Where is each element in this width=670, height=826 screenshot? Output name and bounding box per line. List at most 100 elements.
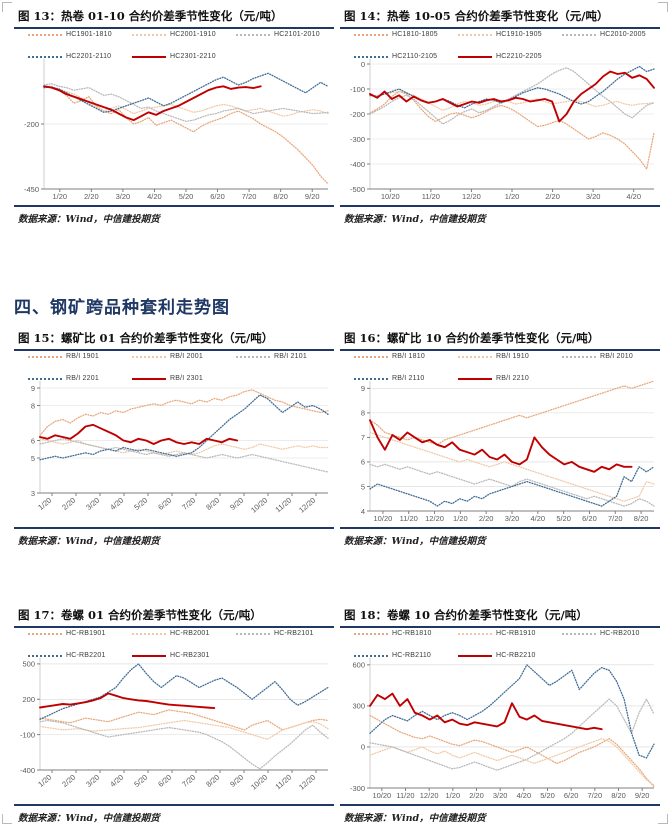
svg-text:3/20: 3/20 [493, 791, 508, 800]
svg-text:7/20: 7/20 [608, 514, 623, 523]
legend-item[interactable]: HC-RB2301 [132, 652, 210, 659]
svg-text:8/20: 8/20 [611, 791, 626, 800]
svg-text:-300: -300 [350, 784, 365, 793]
legend-label: HC1810-1805 [392, 31, 438, 38]
figure-13-chart: HC1901-1810 HC2001-1910 HC2101-2010 HC2201-… [14, 29, 334, 205]
legend-swatch [28, 33, 62, 36]
legend-row: RB/I 1901 RB/I 2001 RB/I 2101 [14, 353, 334, 364]
legend-label: HC-RB2001 [170, 630, 210, 637]
legend-item[interactable]: HC2010-2005 [562, 31, 646, 38]
legend-label: HC-RB2010 [600, 630, 640, 637]
svg-text:7: 7 [361, 433, 365, 442]
legend-label: HC2101-2010 [274, 31, 320, 38]
legend-row: HC2201-2110 HC2301-2210 [14, 42, 334, 60]
legend-item[interactable]: RB/I 2110 [354, 375, 424, 382]
legend-swatch [458, 355, 492, 358]
series-line [369, 463, 655, 507]
svg-text:3/20: 3/20 [84, 496, 101, 512]
legend-item[interactable]: RB/I 2101 [236, 353, 307, 360]
legend-item[interactable]: HC-RB1901 [28, 630, 106, 637]
svg-text:3: 3 [31, 489, 35, 498]
chart-legend: RB/I 1901 RB/I 2001 RB/I 2101 RB/I 2201 RB/I… [14, 353, 334, 382]
legend-item[interactable]: HC2101-2010 [236, 31, 320, 38]
legend-row: HC1901-1810 HC2001-1910 HC2101-2010 [14, 31, 334, 42]
legend-item[interactable]: HC2001-1910 [132, 31, 216, 38]
legend-item[interactable]: RB/I 2010 [562, 353, 633, 360]
legend-swatch [236, 355, 270, 358]
series-line [39, 692, 216, 710]
legend-row: HC1810-1805 HC1910-1905 HC2010-2005 [340, 31, 660, 42]
legend-label: HC2001-1910 [170, 31, 216, 38]
legend-swatch [132, 33, 166, 36]
svg-text:-200: -200 [350, 110, 365, 119]
figure-15-top-rule [14, 349, 334, 351]
legend-label: HC2010-2005 [600, 31, 646, 38]
legend-item[interactable]: RB/I 2210 [458, 375, 529, 382]
figure-18-chart: HC-RB1810 HC-RB1910 HC-RB2010 HC-RB2110 HC-R… [340, 628, 660, 804]
legend-item[interactable]: HC-RB2110 [354, 652, 431, 659]
legend-row: HC-RB2110 HC-RB2210 [340, 641, 660, 659]
legend-item[interactable]: HC-RB2101 [236, 630, 314, 637]
legend-item[interactable]: RB/I 2301 [132, 375, 203, 382]
svg-text:9/20: 9/20 [228, 773, 245, 789]
legend-item[interactable]: HC-RB1810 [354, 630, 432, 637]
svg-text:12/20: 12/20 [297, 773, 317, 792]
chart-legend: HC1901-1810 HC2001-1910 HC2101-2010 HC2201-… [14, 31, 334, 60]
svg-text:8/20: 8/20 [204, 773, 221, 789]
legend-item[interactable]: HC2301-2210 [132, 53, 216, 60]
legend-item[interactable]: HC-RB2201 [28, 652, 106, 659]
legend-swatch [28, 654, 62, 657]
figure-17-title: 图 17：卷螺 01 合约价差季节性变化（元/吨） [18, 608, 262, 622]
series-line [39, 719, 329, 740]
legend-item[interactable]: HC-RB1910 [458, 630, 536, 637]
svg-text:3/20: 3/20 [586, 192, 601, 201]
legend-swatch [132, 55, 166, 58]
chart-plot-area: 9 8 7 6 5 4 10/20 11/20 12/20 1/20 2/20 3/20 4/20 5/2… [340, 377, 660, 527]
legend-swatch [132, 654, 166, 657]
figure-14: 图 14：热卷 10-05 合约价差季节性变化（元/吨） HC1810-1805… [340, 6, 660, 225]
legend-label: HC-RB2301 [170, 652, 210, 659]
svg-text:10/20: 10/20 [249, 773, 269, 792]
legend-item[interactable]: RB/I 2001 [132, 353, 203, 360]
figure-14-source: 数据来源：Wind，中信建投期货 [344, 214, 486, 225]
legend-item[interactable]: HC1901-1810 [28, 31, 112, 38]
legend-item[interactable]: HC2110-2105 [354, 53, 437, 60]
legend-row: RB/I 2110 RB/I 2210 [340, 364, 660, 382]
legend-label: HC-RB1810 [392, 630, 432, 637]
svg-text:-450: -450 [24, 185, 39, 194]
svg-text:11/20: 11/20 [400, 514, 418, 523]
legend-label: RB/I 1910 [496, 353, 529, 360]
legend-item[interactable]: HC-RB2210 [458, 652, 536, 659]
legend-swatch [132, 377, 166, 380]
legend-item[interactable]: HC-RB2001 [132, 630, 210, 637]
legend-item[interactable]: RB/I 1910 [458, 353, 529, 360]
series-line [39, 423, 239, 445]
svg-text:-200: -200 [24, 120, 39, 129]
svg-text:2/20: 2/20 [479, 514, 494, 523]
crop-mark-top-left [2, 2, 12, 12]
series-line [369, 664, 655, 759]
legend-label: RB/I 1810 [392, 353, 425, 360]
svg-text:6: 6 [361, 458, 365, 467]
legend-item[interactable]: HC1910-1905 [458, 31, 542, 38]
legend-label: HC-RB2201 [66, 652, 106, 659]
series-line [39, 663, 329, 720]
svg-text:11/20: 11/20 [274, 496, 294, 515]
svg-text:3/20: 3/20 [84, 773, 101, 789]
legend-item[interactable]: RB/I 1810 [354, 353, 425, 360]
chart-plot-area: -200 -450 1/20 2/20 3/20 4/20 5/20 6/20 7/20 8/20… [14, 55, 334, 205]
legend-swatch [562, 632, 596, 635]
legend-item[interactable]: HC-RB2010 [562, 630, 640, 637]
legend-label: RB/I 2301 [170, 375, 203, 382]
svg-text:12/20: 12/20 [297, 496, 317, 515]
legend-item[interactable]: HC2201-2110 [28, 53, 111, 60]
legend-item[interactable]: HC1810-1805 [354, 31, 438, 38]
legend-item[interactable]: RB/I 1901 [28, 353, 99, 360]
svg-text:9/20: 9/20 [635, 791, 650, 800]
series-line [43, 85, 262, 122]
svg-text:5/20: 5/20 [540, 791, 555, 800]
svg-text:-400: -400 [20, 766, 35, 775]
svg-text:9/20: 9/20 [305, 192, 320, 201]
legend-item[interactable]: RB/I 2201 [28, 375, 99, 382]
legend-item[interactable]: HC2210-2205 [458, 53, 542, 60]
